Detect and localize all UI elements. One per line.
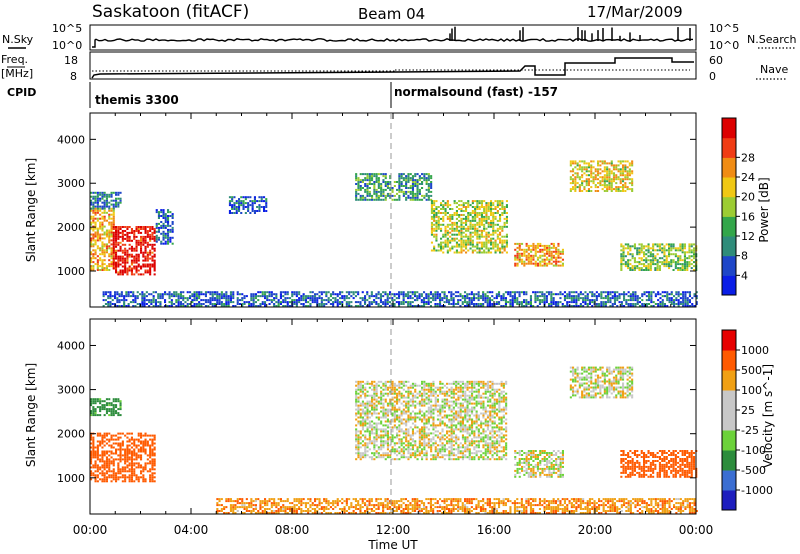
cpid-segment-normalsound: normalsound (fast) -157 [394, 85, 558, 99]
power-panel: 1000 2000 3000 4000 Slant Range [km] 4 8 12 16… [24, 112, 771, 308]
colorbar-tick-label: 24 [741, 171, 755, 184]
cpid-panel: CPID themis 3300 normalsound (fast) -157 [7, 82, 558, 108]
colorbar-swatch [722, 236, 736, 257]
x-tick-label: 16:00 [477, 523, 512, 537]
x-tick-label: 20:00 [578, 523, 613, 537]
colorbar-swatch [722, 490, 736, 511]
colorbar-swatch [722, 450, 736, 471]
cpid-label: CPID [7, 86, 36, 99]
scatter-region-6 [216, 498, 698, 514]
colorbar-tick-label: -25 [741, 424, 759, 437]
nsky-panel: N.Sky 10^5 10^0 10^5 10^0 N.Search [2, 22, 797, 52]
scatter-region-4 [569, 366, 634, 399]
nsky-tick-top: 10^5 [52, 22, 82, 35]
y-tick-label: 3000 [57, 384, 85, 397]
scatter-region-7 [514, 242, 564, 267]
colorbar-swatch [722, 137, 736, 158]
colorbar-swatch [722, 430, 736, 451]
radar-title: Saskatoon (fitACF) [92, 2, 249, 22]
velocity-colorbar: 1000 500 100 25 -25 -100 -500 -1000 [721, 329, 773, 511]
colorbar-tick-label: 12 [741, 230, 755, 243]
scatter-region-1 [90, 398, 122, 417]
nave-label: Nave [760, 63, 788, 76]
velocity-colorbar-label: Velocity [m s^-1] [761, 364, 775, 468]
y-tick-label: 4000 [57, 133, 85, 146]
power-ylabel: Slant Range [km] [24, 158, 38, 262]
scatter-region-6 [430, 200, 508, 254]
freq-tick-bottom: 8 [70, 70, 77, 83]
nsky-label: N.Sky [2, 33, 34, 46]
freq-label: Freq. [1, 53, 28, 66]
velocity-ylabel: Slant Range [km] [24, 363, 38, 467]
colorbar-swatch [722, 216, 736, 237]
colorbar-swatch [722, 370, 736, 391]
date-label: 17/Mar/2009 [587, 3, 683, 21]
colorbar-swatch [722, 390, 736, 411]
nsearch-label: N.Search [747, 33, 797, 46]
colorbar-tick-label: 8 [741, 250, 748, 263]
x-tick-label: 00:00 [73, 523, 108, 537]
scatter-region-9 [620, 243, 698, 271]
colorbar-tick-label: 16 [741, 210, 755, 223]
colorbar-tick-label: 20 [741, 191, 755, 204]
y-tick-label: 1000 [57, 472, 85, 485]
freq-tick-top: 18 [64, 54, 78, 67]
scatter-region-1 [112, 226, 156, 276]
nsky-tick-bottom: 10^0 [52, 39, 82, 52]
colorbar-tick-label: 1000 [741, 344, 769, 357]
colorbar-swatch [722, 350, 736, 371]
x-tick-label: 04:00 [174, 523, 209, 537]
colorbar-tick-label: -1000 [741, 484, 773, 497]
scatter-region-3 [514, 450, 564, 478]
power-colorbar-label: Power [dB] [757, 177, 771, 242]
scatter-region-2 [355, 380, 508, 461]
colorbar-tick-label: 28 [741, 151, 755, 164]
scatter-region-8 [569, 160, 634, 192]
colorbar-swatch [722, 177, 736, 198]
colorbar-swatch [722, 275, 736, 296]
colorbar-tick-label: 4 [741, 269, 748, 282]
colorbar-tick-label: 100 [741, 384, 762, 397]
colorbar-swatch [722, 330, 736, 351]
colorbar-swatch [722, 196, 736, 217]
beam-label: Beam 04 [358, 5, 425, 23]
x-tick-label: 00:00 [679, 523, 714, 537]
x-tick-label: 08:00 [275, 523, 310, 537]
colorbar-swatch [722, 470, 736, 491]
scatter-region-10 [102, 291, 698, 307]
colorbar-tick-label: -100 [741, 444, 766, 457]
y-tick-label: 1000 [57, 265, 85, 278]
freq-panel: Freq. [MHz] 18 8 60 0 Nave [1, 51, 788, 83]
velocity-panel: 1000 2000 3000 4000 Slant Range [km] 1000 50… [24, 318, 775, 515]
nsearch-tick-bottom: 10^0 [709, 39, 739, 52]
scatter-region-5 [620, 450, 698, 478]
x-axis-label: Time UT [367, 538, 418, 552]
freq-unit-label: [MHz] [1, 67, 33, 80]
colorbar-swatch [722, 410, 736, 431]
scatter-region-3 [155, 209, 174, 245]
nsearch-tick-top: 10^5 [709, 22, 739, 35]
y-tick-label: 4000 [57, 339, 85, 352]
colorbar-swatch [722, 255, 736, 276]
nave-tick-top: 60 [709, 54, 723, 67]
cpid-segment-themis: themis 3300 [95, 93, 179, 107]
colorbar-tick-label: 500 [741, 364, 762, 377]
colorbar-swatch [722, 157, 736, 178]
scatter-region-0 [90, 207, 115, 271]
scatter-region-5 [355, 173, 433, 201]
x-tick-label: 12:00 [376, 523, 411, 537]
colorbar-tick-label: 25 [741, 404, 755, 417]
colorbar-tick-label: -500 [741, 464, 766, 477]
nave-tick-bottom: 0 [709, 70, 716, 83]
y-tick-label: 2000 [57, 428, 85, 441]
scatter-region-2 [90, 191, 122, 210]
y-tick-label: 2000 [57, 221, 85, 234]
power-colorbar: 4 8 12 16 20 24 28 [721, 117, 755, 296]
scatter-region-0 [90, 432, 156, 483]
y-tick-label: 3000 [57, 177, 85, 190]
colorbar-swatch [722, 118, 736, 139]
scatter-region-4 [228, 196, 268, 214]
